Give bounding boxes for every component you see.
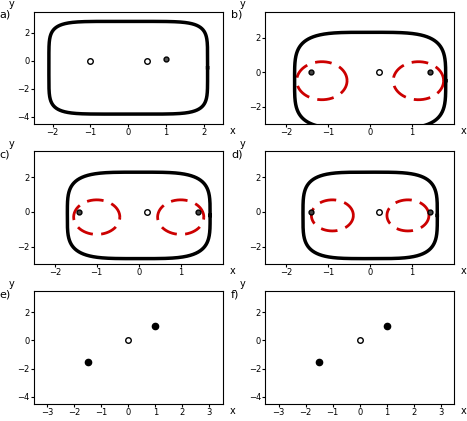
Text: f): f) xyxy=(231,289,240,299)
Y-axis label: y: y xyxy=(8,0,14,9)
X-axis label: x: x xyxy=(229,266,235,276)
Y-axis label: y: y xyxy=(8,139,14,149)
Y-axis label: y: y xyxy=(240,139,245,149)
Y-axis label: y: y xyxy=(240,279,245,289)
X-axis label: x: x xyxy=(460,266,467,276)
Text: b): b) xyxy=(231,9,242,19)
Y-axis label: y: y xyxy=(240,0,245,9)
X-axis label: x: x xyxy=(229,126,235,136)
X-axis label: x: x xyxy=(460,406,467,416)
Y-axis label: y: y xyxy=(8,279,14,289)
Text: c): c) xyxy=(0,149,10,159)
X-axis label: x: x xyxy=(229,406,235,416)
X-axis label: x: x xyxy=(460,126,467,136)
Text: a): a) xyxy=(0,9,11,19)
Text: d): d) xyxy=(231,149,243,159)
Text: e): e) xyxy=(0,289,11,299)
